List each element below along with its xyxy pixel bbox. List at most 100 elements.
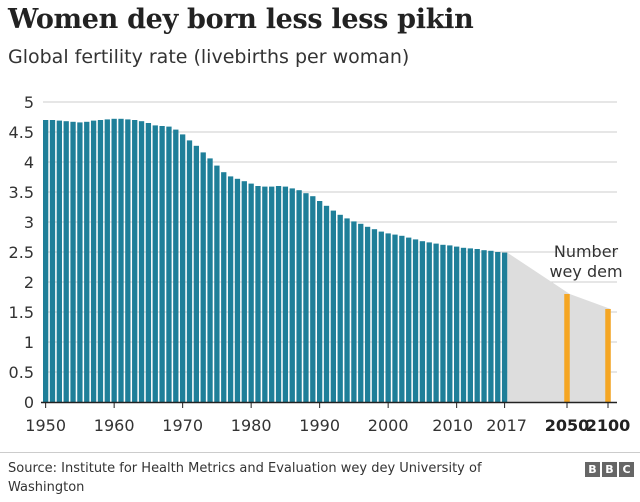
- x-tick-label: 2017: [486, 416, 527, 435]
- y-tick-label: 3.5: [9, 183, 34, 202]
- x-tick-label: 1990: [299, 416, 340, 435]
- y-tick-label: 0.5: [9, 363, 34, 382]
- x-tick-label: 2010: [432, 416, 473, 435]
- bar-historical: [56, 120, 62, 402]
- bar-historical: [255, 186, 261, 402]
- bar-historical: [152, 125, 158, 403]
- bar-historical: [330, 210, 336, 402]
- bar-historical: [495, 252, 501, 402]
- bar-historical: [186, 140, 193, 402]
- x-tick-label-projection: 2050: [545, 416, 590, 435]
- bar-historical: [269, 186, 275, 402]
- bar-historical: [310, 196, 316, 402]
- bar-historical: [303, 193, 309, 402]
- bar-projection: [605, 309, 611, 402]
- bar-historical: [358, 223, 364, 402]
- y-tick-label: 2: [24, 273, 34, 292]
- bar-historical: [43, 120, 49, 402]
- bar-historical: [132, 120, 138, 402]
- bar-historical: [501, 252, 508, 402]
- chart-subtitle: Global fertility rate (livebirths per wo…: [8, 46, 410, 68]
- bar-historical: [173, 129, 179, 402]
- bar-historical: [63, 121, 69, 402]
- bar-historical: [159, 126, 165, 402]
- bar-historical: [200, 152, 206, 402]
- bar-historical: [104, 119, 110, 403]
- bar-historical: [385, 233, 391, 402]
- bar-historical: [296, 190, 302, 402]
- bar-historical: [474, 249, 480, 402]
- bar-historical: [166, 126, 172, 402]
- x-tick-label: 1980: [231, 416, 272, 435]
- y-tick-label: 4: [24, 153, 34, 172]
- bar-historical: [344, 218, 350, 402]
- x-tick-label: 1970: [162, 416, 203, 435]
- x-tick-label: 2000: [368, 416, 409, 435]
- bar-historical: [275, 186, 282, 402]
- bbc-logo-letter: B: [602, 462, 617, 477]
- bar-historical: [262, 186, 268, 402]
- y-tick-label: 4.5: [9, 123, 34, 142]
- bar-historical: [378, 231, 384, 402]
- bar-historical: [84, 121, 90, 403]
- projection-band: [507, 252, 611, 402]
- bar-historical: [419, 241, 426, 402]
- bar-historical: [364, 226, 371, 402]
- footer-divider: [0, 452, 640, 453]
- bar-historical: [454, 246, 460, 402]
- bar-historical: [193, 145, 199, 403]
- y-tick-label: 2.5: [9, 243, 34, 262]
- bar-historical: [399, 235, 405, 402]
- bar-historical: [214, 165, 220, 402]
- y-tick-label: 5: [24, 93, 34, 112]
- bar-historical: [412, 239, 419, 402]
- bar-historical: [426, 242, 432, 402]
- bar-historical: [97, 120, 104, 402]
- bar-historical: [323, 205, 330, 402]
- bar-historical: [70, 121, 76, 403]
- bar-historical: [138, 121, 145, 402]
- bar-historical: [282, 186, 289, 402]
- y-tick-label: 3: [24, 213, 34, 232]
- bar-historical: [371, 229, 378, 402]
- fertility-rate-chart: 0 0.5 1 1.5 2 2.5 3 3.5 4 4.5 5 1950 1960 1970 1980 199…: [9, 93, 631, 435]
- x-tick-label-projection: 2100: [586, 416, 631, 435]
- bar-historical: [317, 201, 323, 402]
- bar-historical: [467, 248, 473, 402]
- chart-title: Women dey born less less pikin: [8, 4, 474, 35]
- bar-historical: [125, 119, 131, 403]
- bbc-logo-letter: B: [585, 462, 600, 477]
- projection-annotation: Number wey dem: [549, 242, 622, 281]
- bar-historical: [145, 123, 152, 402]
- bar-historical: [248, 183, 254, 402]
- bar-historical: [481, 250, 487, 402]
- bar-historical: [77, 122, 83, 403]
- bar-historical: [227, 176, 234, 402]
- bar-historical: [460, 247, 467, 402]
- bar-historical: [241, 181, 247, 402]
- x-tick-label: 1960: [94, 416, 135, 435]
- bar-historical: [118, 118, 124, 403]
- bar-historical: [392, 234, 398, 402]
- bar-historical: [337, 214, 343, 402]
- bar-historical: [433, 243, 439, 402]
- bar-historical: [289, 188, 295, 402]
- bar-historical: [351, 221, 357, 402]
- y-tick-label: 1.5: [9, 303, 34, 322]
- bbc-logo-letter: C: [619, 462, 634, 477]
- bar-historical: [221, 172, 227, 402]
- bar-historical: [440, 244, 446, 402]
- bar-historical: [207, 158, 213, 402]
- bar-historical: [49, 120, 56, 402]
- bar-historical: [488, 250, 494, 402]
- y-tick-label: 1: [24, 333, 34, 352]
- bar-historical: [234, 178, 241, 402]
- x-tick-label: 1950: [25, 416, 66, 435]
- source-note: Source: Institute for Health Metrics and…: [8, 461, 482, 495]
- bar-historical: [406, 237, 412, 402]
- bbc-logo: B B C: [585, 462, 634, 477]
- bar-historical: [180, 134, 186, 402]
- bar-historical: [447, 245, 453, 402]
- bar-historical: [90, 120, 97, 402]
- y-tick-label: 0: [24, 393, 34, 412]
